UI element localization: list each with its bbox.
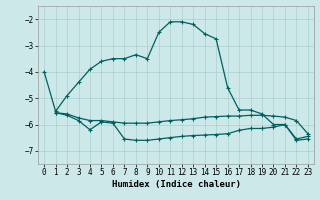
X-axis label: Humidex (Indice chaleur): Humidex (Indice chaleur) — [111, 180, 241, 189]
